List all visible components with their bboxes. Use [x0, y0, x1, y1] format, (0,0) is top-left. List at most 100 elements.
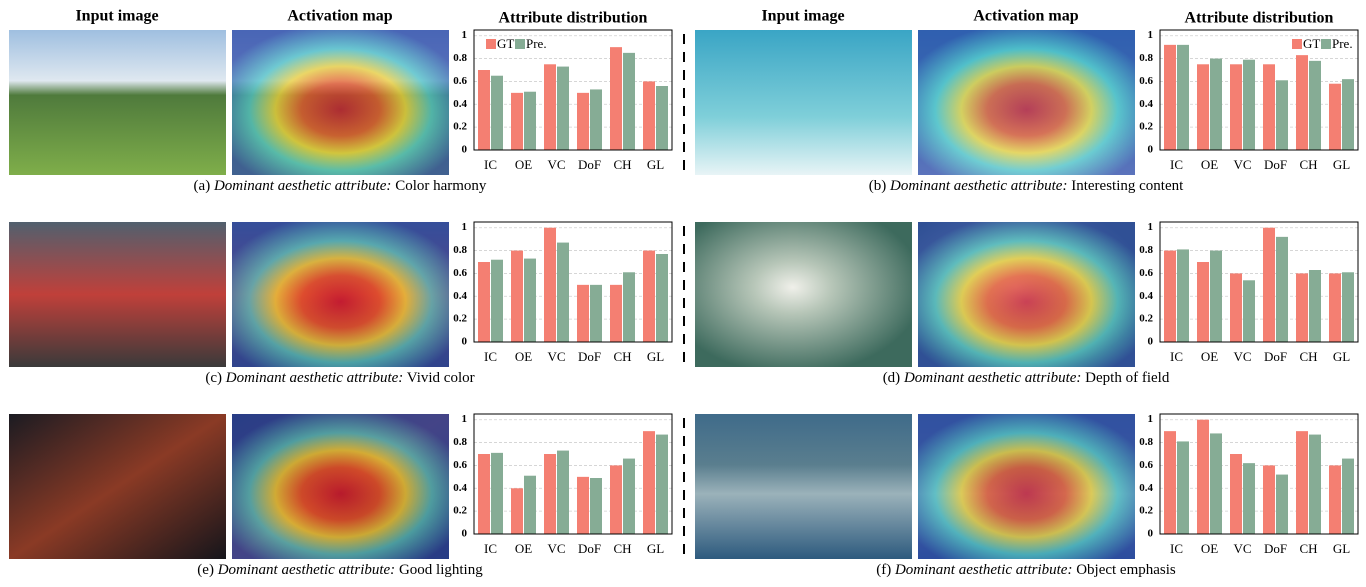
y-tick-label: 0.2	[1139, 313, 1153, 325]
bar	[610, 47, 622, 150]
activation-map	[232, 414, 449, 559]
bar	[511, 488, 523, 534]
plot-frame	[1160, 414, 1358, 534]
bar	[1177, 249, 1189, 342]
x-tick-label: DoF	[578, 349, 601, 364]
column-header: Activation map	[973, 8, 1078, 25]
activation-map	[232, 222, 449, 367]
bar	[557, 451, 569, 534]
column-header: Attribute distribution	[1185, 10, 1334, 27]
caption-attribute: Object emphasis	[1076, 562, 1176, 578]
x-tick-label: VC	[547, 349, 565, 364]
x-tick-label: DoF	[578, 157, 601, 172]
y-tick-label: 0.4	[1139, 98, 1153, 110]
bar	[491, 260, 503, 342]
bar	[1210, 251, 1222, 342]
bar	[590, 89, 602, 150]
bar	[577, 477, 589, 534]
input-image	[9, 414, 226, 559]
bar	[1210, 59, 1222, 150]
y-tick-label: 0.2	[453, 313, 467, 325]
x-tick-label: GL	[1333, 157, 1350, 172]
x-tick-label: OE	[1201, 541, 1218, 556]
caption-label: (a)	[194, 178, 211, 194]
x-tick-label: DoF	[578, 541, 601, 556]
x-tick-label: VC	[1233, 541, 1251, 556]
bar	[1329, 465, 1341, 534]
y-tick-label: 0.4	[453, 98, 467, 110]
bar	[1243, 463, 1255, 534]
caption-label: (f)	[876, 562, 891, 578]
y-tick-label: 1	[462, 413, 468, 425]
legend-swatch	[515, 39, 525, 49]
bar	[1177, 45, 1189, 150]
caption-label: (d)	[883, 370, 901, 386]
y-tick-label: 0.4	[1139, 482, 1153, 494]
bar	[557, 243, 569, 342]
bar	[1164, 251, 1176, 342]
caption-attribute: Good lighting	[399, 562, 483, 578]
x-tick-label: CH	[1299, 157, 1317, 172]
x-tick-label: GL	[647, 157, 664, 172]
bar	[557, 67, 569, 150]
bar	[623, 272, 635, 342]
bar	[1230, 273, 1242, 342]
y-tick-label: 1	[1148, 221, 1154, 233]
x-tick-label: DoF	[1264, 349, 1287, 364]
y-tick-label: 0	[462, 528, 468, 540]
x-tick-label: GL	[1333, 541, 1350, 556]
y-tick-label: 0.6	[1139, 459, 1153, 471]
x-tick-label: IC	[484, 349, 497, 364]
bar	[1177, 441, 1189, 534]
legend-swatch	[486, 39, 496, 49]
y-tick-label: 0.6	[453, 75, 467, 87]
x-tick-label: IC	[484, 157, 497, 172]
y-tick-label: 0.8	[453, 244, 467, 256]
bar	[656, 86, 668, 150]
caption-label: (b)	[869, 178, 887, 194]
bar	[1164, 431, 1176, 534]
y-tick-label: 0.4	[1139, 290, 1153, 302]
x-tick-label: OE	[1201, 157, 1218, 172]
x-tick-label: CH	[613, 349, 631, 364]
bar	[1296, 273, 1308, 342]
legend-swatch	[1292, 39, 1302, 49]
bar	[590, 285, 602, 342]
y-tick-label: 1	[462, 29, 468, 41]
y-tick-label: 0.2	[453, 121, 467, 133]
bar	[656, 435, 668, 534]
bar	[623, 459, 635, 534]
caption-emphasis: Dominant aesthetic attribute:	[889, 178, 1067, 194]
bar	[1296, 55, 1308, 150]
bar	[656, 254, 668, 342]
bar	[544, 228, 556, 342]
input-image	[9, 222, 226, 367]
y-tick-label: 1	[1148, 413, 1154, 425]
bar	[610, 465, 622, 534]
y-tick-label: 0.2	[1139, 505, 1153, 517]
caption: (d) Dominant aesthetic attribute: Depth …	[883, 370, 1170, 386]
y-tick-label: 0	[462, 144, 468, 156]
x-tick-label: IC	[1170, 157, 1183, 172]
y-tick-label: 0.6	[1139, 267, 1153, 279]
activation-map	[918, 30, 1135, 175]
y-tick-label: 0	[1148, 528, 1154, 540]
y-tick-label: 0.8	[1139, 52, 1153, 64]
bar	[1342, 459, 1354, 534]
y-tick-label: 0	[1148, 336, 1154, 348]
y-tick-label: 0	[462, 336, 468, 348]
bar	[1230, 64, 1242, 150]
x-tick-label: OE	[1201, 349, 1218, 364]
y-tick-label: 1	[1148, 29, 1154, 41]
bar	[643, 251, 655, 342]
x-tick-label: VC	[1233, 349, 1251, 364]
bar	[1197, 262, 1209, 342]
caption-attribute: Depth of field	[1085, 370, 1170, 386]
x-tick-label: CH	[1299, 349, 1317, 364]
y-tick-label: 0.4	[453, 290, 467, 302]
bar	[1342, 272, 1354, 342]
y-tick-label: 0.6	[453, 459, 467, 471]
bar	[1329, 273, 1341, 342]
input-image	[695, 414, 912, 559]
x-tick-label: IC	[1170, 541, 1183, 556]
